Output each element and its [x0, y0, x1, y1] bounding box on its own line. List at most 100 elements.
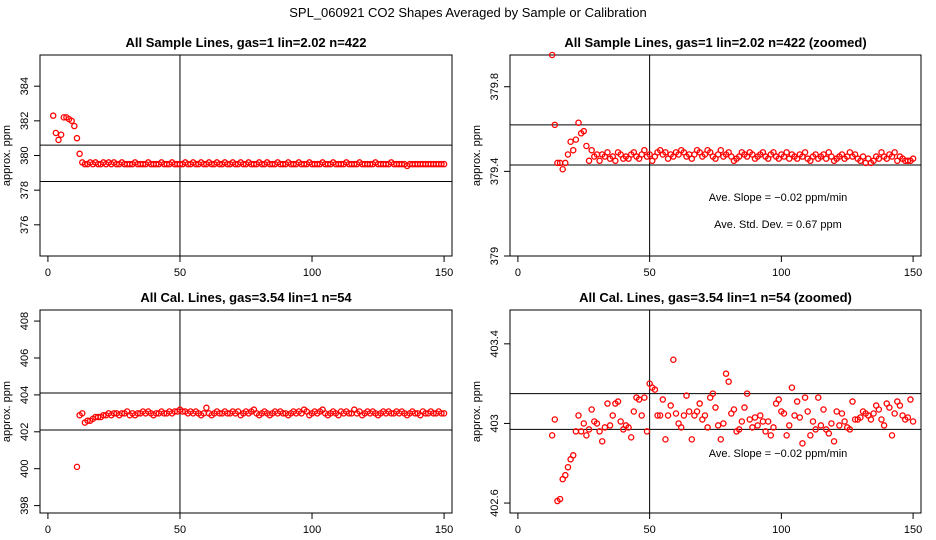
- data-point: [833, 408, 840, 415]
- data-point: [569, 452, 577, 459]
- data-point: [743, 390, 751, 397]
- data-points: [548, 356, 917, 505]
- data-point: [567, 138, 574, 145]
- data-point: [859, 153, 867, 160]
- data-point: [596, 157, 603, 165]
- data-point: [609, 412, 617, 419]
- data-point: [891, 410, 898, 417]
- data-point: [564, 151, 572, 158]
- y-tick-label: 403: [489, 414, 501, 432]
- data-point: [580, 127, 588, 135]
- y-tick-label: 408: [19, 312, 31, 330]
- data-point: [754, 422, 761, 429]
- plot-frame: [509, 54, 922, 257]
- data-point: [688, 436, 696, 443]
- data-point: [625, 424, 632, 431]
- data-point: [224, 410, 231, 417]
- data-point: [780, 410, 788, 417]
- data-point: [830, 438, 838, 445]
- data-points: [73, 404, 448, 471]
- data-point: [909, 155, 917, 162]
- x-tick-label: 100: [303, 267, 321, 279]
- data-point: [820, 406, 827, 413]
- plot-frame: [39, 309, 453, 514]
- data-point: [680, 412, 688, 419]
- data-point: [783, 432, 790, 439]
- data-point: [606, 422, 614, 429]
- data-point: [670, 356, 677, 364]
- data-point: [857, 414, 864, 421]
- data-point: [646, 151, 653, 158]
- data-point: [55, 136, 62, 144]
- data-point: [735, 426, 743, 433]
- y-axis-label: approx. ppm: [471, 125, 483, 186]
- y-tick-label: 384: [19, 77, 31, 95]
- data-point: [746, 416, 754, 423]
- data-point: [725, 378, 732, 385]
- chart-panel-4: All Cal. Lines, gas=3.54 lin=1 n=54 (zoo…: [471, 290, 922, 536]
- data-point: [717, 146, 725, 154]
- plot-frame: [39, 54, 453, 257]
- data-point: [203, 404, 210, 412]
- data-point: [770, 424, 777, 431]
- y-tick-label: 380: [19, 146, 31, 164]
- data-point: [638, 412, 645, 419]
- y-tick-label: 382: [19, 112, 31, 130]
- plot-frame: [509, 309, 922, 514]
- data-point: [685, 408, 693, 415]
- data-point: [804, 408, 811, 415]
- data-point: [851, 416, 859, 423]
- data-point: [815, 394, 822, 401]
- x-tick-label: 0: [515, 267, 521, 279]
- data-point: [52, 129, 60, 137]
- x-tick-label: 0: [45, 524, 51, 536]
- data-point: [654, 412, 661, 419]
- data-point: [796, 414, 804, 421]
- data-point: [891, 149, 898, 156]
- data-point: [617, 418, 624, 425]
- data-point: [583, 142, 590, 150]
- data-point: [84, 417, 91, 424]
- data-point: [836, 422, 843, 429]
- data-point: [160, 410, 168, 417]
- data-point: [577, 428, 585, 435]
- data-point: [580, 420, 588, 427]
- y-tick-label: 400: [19, 460, 31, 478]
- y-tick-label: 402: [19, 423, 31, 441]
- data-point: [662, 149, 669, 156]
- data-point: [788, 384, 796, 391]
- data-point: [68, 117, 75, 125]
- data-point: [870, 410, 877, 417]
- x-tick-label: 100: [303, 524, 321, 536]
- y-tick-label: 378: [19, 181, 31, 199]
- x-tick-label: 0: [45, 267, 51, 279]
- data-point: [94, 413, 102, 421]
- data-point: [635, 396, 643, 403]
- data-point: [696, 400, 703, 407]
- data-point: [551, 416, 559, 423]
- x-tick-label: 100: [772, 524, 790, 536]
- data-point: [801, 394, 809, 401]
- data-point: [904, 414, 912, 421]
- data-point: [875, 406, 883, 413]
- data-points: [548, 51, 917, 173]
- data-point: [152, 410, 160, 417]
- data-point: [817, 422, 825, 429]
- chart-annotation: Ave. Slope = −0.02 ppm/min: [709, 448, 848, 460]
- data-point: [807, 432, 814, 439]
- data-point: [664, 412, 672, 419]
- x-tick-label: 150: [904, 267, 922, 279]
- data-point: [764, 418, 772, 425]
- data-point: [846, 426, 854, 433]
- data-point: [812, 426, 819, 433]
- data-point: [216, 410, 223, 417]
- data-point: [593, 420, 601, 427]
- data-point: [793, 398, 801, 405]
- x-tick-label: 150: [435, 267, 453, 279]
- data-point: [601, 424, 609, 431]
- data-point: [714, 422, 722, 429]
- data-point: [678, 424, 685, 431]
- data-point: [875, 155, 883, 162]
- data-point: [411, 410, 419, 417]
